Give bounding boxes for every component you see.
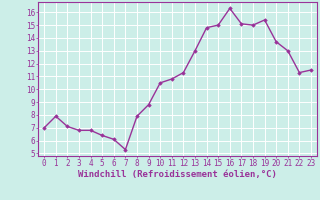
X-axis label: Windchill (Refroidissement éolien,°C): Windchill (Refroidissement éolien,°C): [78, 170, 277, 179]
